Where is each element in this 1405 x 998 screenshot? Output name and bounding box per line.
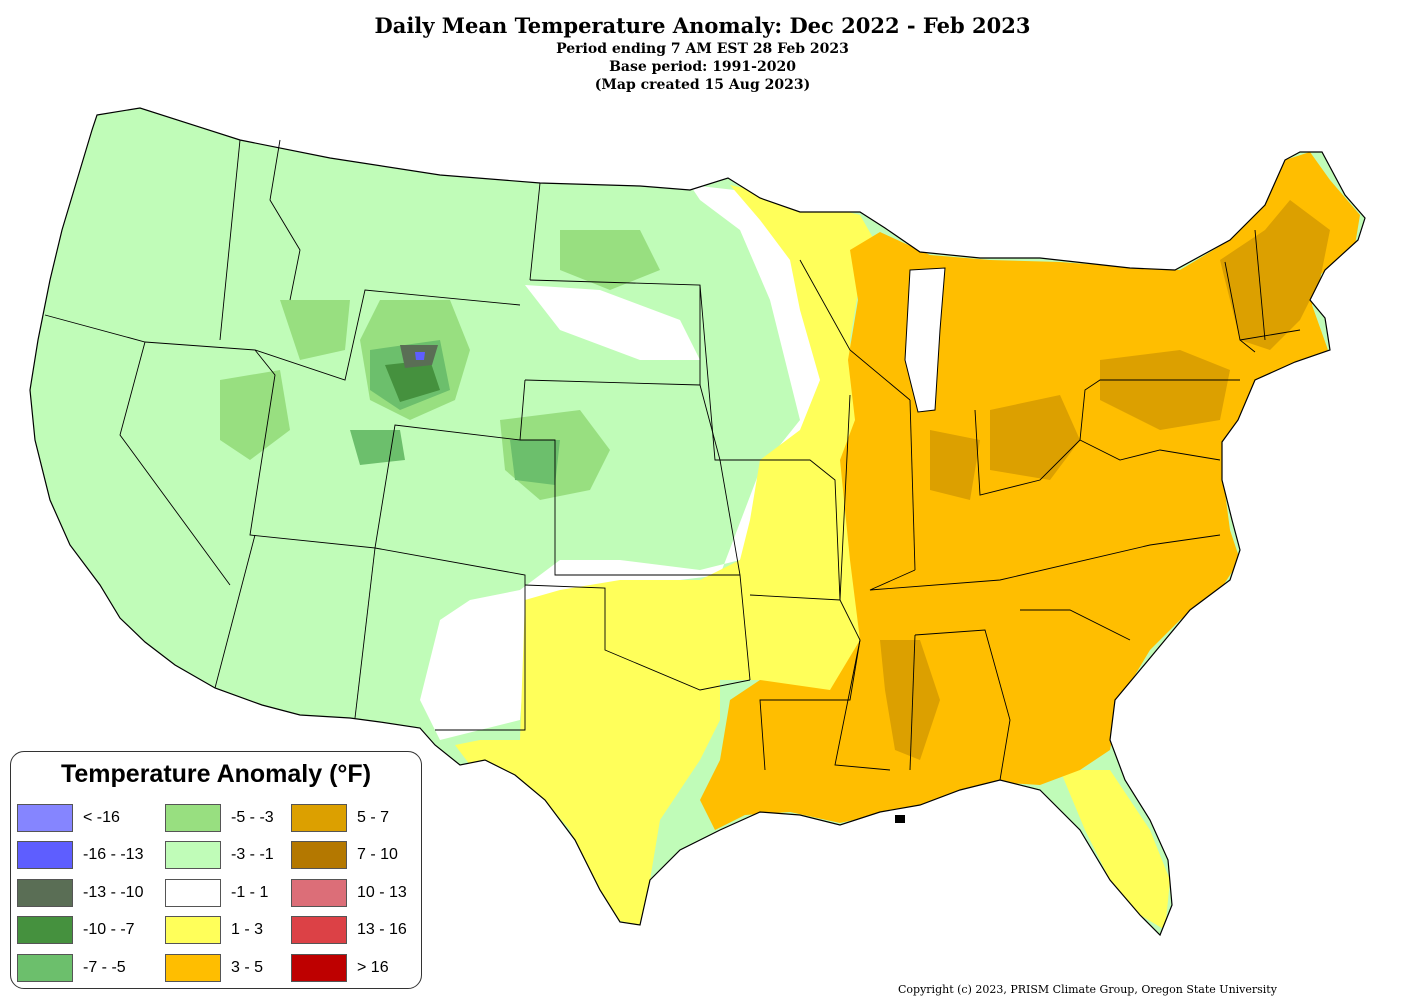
legend-label: 5 - 7 bbox=[357, 809, 390, 826]
legend-swatch bbox=[291, 804, 347, 832]
legend-label: 7 - 10 bbox=[357, 846, 398, 863]
legend-label: -10 - -7 bbox=[83, 921, 135, 938]
legend-swatch bbox=[17, 841, 73, 869]
map-title: Daily Mean Temperature Anomaly: Dec 2022… bbox=[374, 13, 1031, 38]
legend-item: 10 - 13 bbox=[291, 879, 407, 907]
legend-swatch bbox=[17, 879, 73, 907]
legend-item: -13 - -10 bbox=[17, 879, 143, 907]
legend-item: > 16 bbox=[291, 954, 389, 982]
legend-label: 10 - 13 bbox=[357, 884, 407, 901]
legend-title: Temperature Anomaly (°F) bbox=[60, 760, 372, 788]
legend-item: -16 - -13 bbox=[17, 841, 143, 869]
legend-item: 5 - 7 bbox=[291, 804, 389, 832]
created-line: (Map created 15 Aug 2023) bbox=[594, 77, 811, 93]
legend-label: 3 - 5 bbox=[231, 959, 264, 976]
map-title-block: Daily Mean Temperature Anomaly: Dec 2022… bbox=[0, 12, 1405, 94]
legend-label: -13 - -10 bbox=[83, 884, 144, 901]
legend-label: -7 - -5 bbox=[83, 959, 126, 976]
legend-label: 13 - 16 bbox=[357, 921, 407, 938]
legend-label: -3 - -1 bbox=[231, 846, 274, 863]
legend-label: > 16 bbox=[357, 959, 389, 976]
period-line: Period ending 7 AM EST 28 Feb 2023 bbox=[556, 41, 849, 57]
legend-label: 1 - 3 bbox=[231, 921, 264, 938]
legend-swatch bbox=[17, 804, 73, 832]
legend-label: -16 - -13 bbox=[83, 846, 144, 863]
copyright-text: Copyright (c) 2023, PRISM Climate Group,… bbox=[898, 983, 1277, 996]
legend-label: -1 - 1 bbox=[231, 884, 269, 901]
legend: Temperature Anomaly (°F) < -16 -16 - -13 -… bbox=[10, 751, 422, 989]
legend-label: < -16 bbox=[83, 809, 120, 826]
legend-item: 7 - 10 bbox=[291, 841, 398, 869]
legend-item: 3 - 5 bbox=[165, 954, 263, 982]
legend-swatch bbox=[165, 879, 221, 907]
legend-swatch bbox=[165, 841, 221, 869]
legend-swatch bbox=[291, 954, 347, 982]
legend-swatch bbox=[17, 954, 73, 982]
legend-item: 13 - 16 bbox=[291, 916, 407, 944]
legend-swatch bbox=[17, 916, 73, 944]
legend-label: -5 - -3 bbox=[231, 809, 274, 826]
legend-item: 1 - 3 bbox=[165, 916, 263, 944]
legend-item: -3 - -1 bbox=[165, 841, 274, 869]
legend-swatch bbox=[291, 916, 347, 944]
legend-item: -7 - -5 bbox=[17, 954, 126, 982]
legend-item: -10 - -7 bbox=[17, 916, 135, 944]
legend-swatch bbox=[165, 804, 221, 832]
legend-swatch bbox=[291, 841, 347, 869]
legend-item: < -16 bbox=[17, 804, 120, 832]
legend-swatch bbox=[291, 879, 347, 907]
legend-swatch bbox=[165, 954, 221, 982]
legend-item: -1 - 1 bbox=[165, 879, 268, 907]
legend-item: -5 - -3 bbox=[165, 804, 274, 832]
base-period-line: Base period: 1991-2020 bbox=[609, 59, 796, 75]
legend-swatch bbox=[165, 916, 221, 944]
